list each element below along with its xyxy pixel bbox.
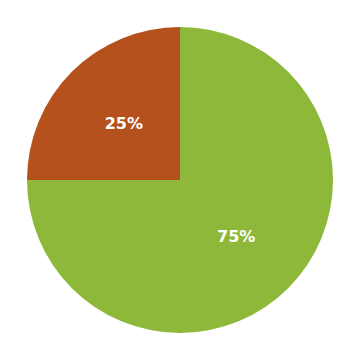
svg-text:75%: 75% (217, 227, 255, 246)
svg-text:25%: 25% (105, 114, 143, 133)
